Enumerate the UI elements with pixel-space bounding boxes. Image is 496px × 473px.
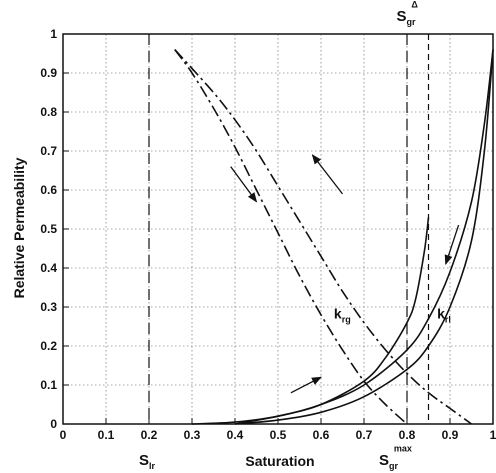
- axis-ticks: 0 0.1 0.2 0.3 0.4 0.5 0.6 0.7 0.8 0.9 1 0 0.1 0.2 0.3 0…: [40, 27, 496, 442]
- y-tick-label: 0.5: [40, 222, 57, 236]
- x-tick-label: 0.1: [98, 428, 115, 442]
- x-tick-label: 0.2: [141, 428, 158, 442]
- series-line-4: [234, 49, 494, 425]
- reference-lines: [148, 34, 430, 424]
- series-line-3: [191, 49, 494, 425]
- x-tick-label: 0.7: [356, 428, 373, 442]
- series-line-0: [174, 49, 408, 425]
- direction-arrow-3: [290, 376, 322, 394]
- x-axis-label: Saturation: [245, 453, 314, 469]
- x-tick-label: 0.4: [227, 428, 244, 442]
- y-tick-label: 0.8: [40, 105, 57, 119]
- y-tick-label: 0.1: [40, 378, 57, 392]
- data-series: [174, 49, 494, 425]
- direction-arrow-0: [230, 166, 258, 203]
- y-axis-label: Relative Permeability: [11, 157, 27, 298]
- slr-label: Slr: [139, 452, 156, 471]
- y-tick-label: 0.6: [40, 183, 57, 197]
- direction-arrows: [230, 154, 460, 394]
- sgr-max-label: Sgr: [379, 452, 399, 471]
- y-tick-label: 0.7: [40, 144, 57, 158]
- krg-label: krg: [334, 306, 351, 325]
- krl-label: krl: [437, 306, 451, 325]
- x-tick-label: 0.8: [399, 428, 416, 442]
- x-tick-label: 1: [490, 428, 496, 442]
- series-line-2: [234, 217, 430, 425]
- sgr-delta-label-superscript: Δ: [411, 0, 418, 10]
- x-tick-label: 0: [60, 428, 67, 442]
- y-tick-label: 0: [50, 417, 57, 431]
- direction-arrow-1: [311, 154, 344, 195]
- sgr-max-label-superscript: max: [394, 444, 412, 454]
- direction-arrow-2: [444, 224, 460, 266]
- y-tick-label: 1: [50, 27, 57, 41]
- sgr-delta-label: Sgr: [397, 8, 417, 27]
- x-tick-label: 0.6: [313, 428, 330, 442]
- series-line-1: [174, 49, 472, 425]
- y-tick-label: 0.3: [40, 300, 57, 314]
- y-tick-label: 0.2: [40, 339, 57, 353]
- y-tick-label: 0.4: [40, 261, 57, 275]
- y-tick-label: 0.9: [40, 66, 57, 80]
- x-tick-label: 0.9: [442, 428, 459, 442]
- x-tick-label: 0.5: [270, 428, 287, 442]
- x-tick-label: 0.3: [184, 428, 201, 442]
